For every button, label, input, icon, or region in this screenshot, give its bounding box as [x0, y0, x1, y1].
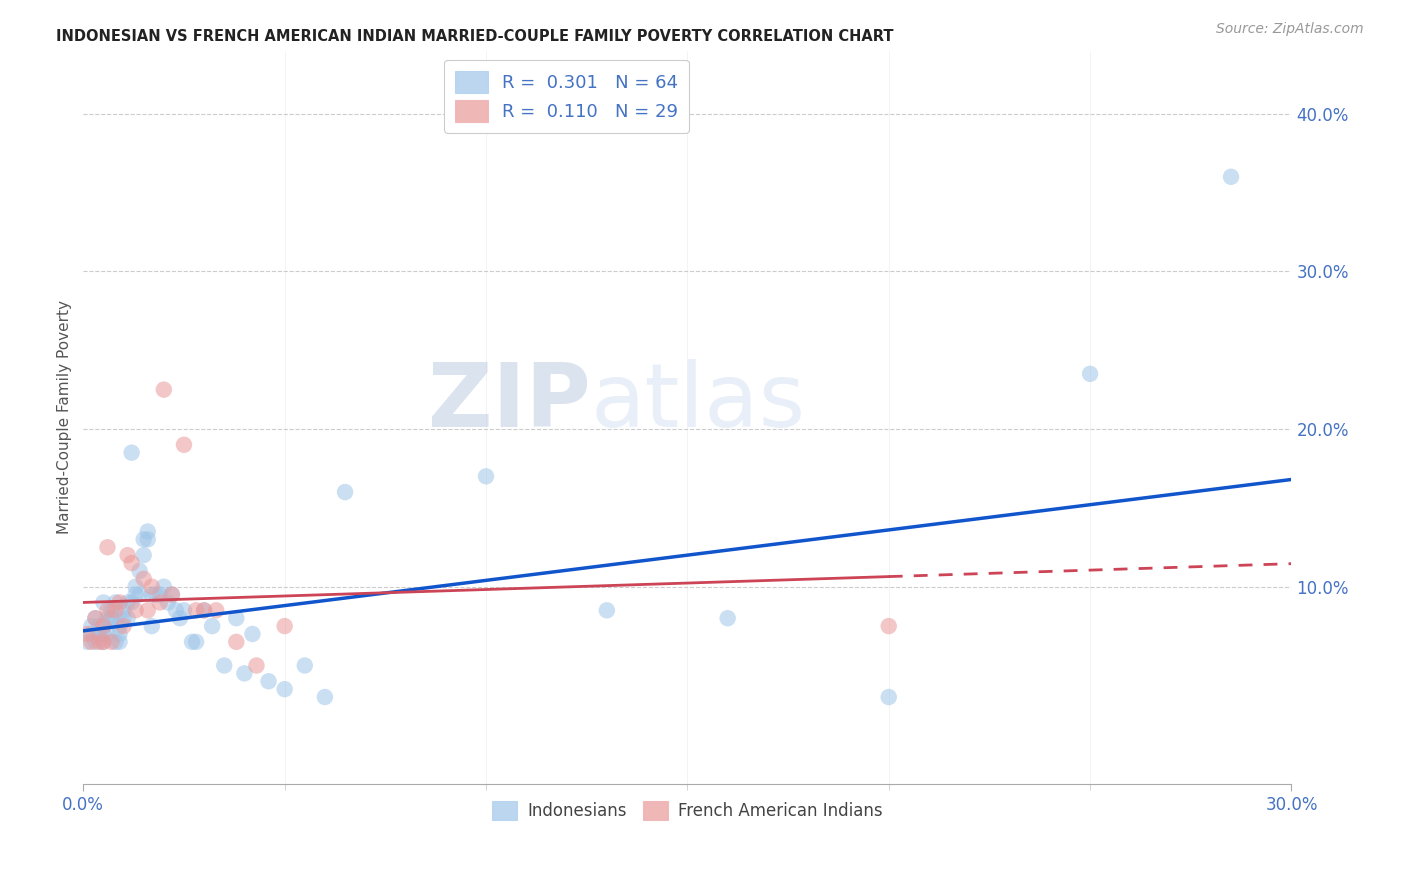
Point — [100, 611, 122, 625]
Point — [128, 588, 150, 602]
Point — [160, 588, 183, 602]
Point — [273, 619, 295, 633]
Point — [596, 603, 619, 617]
Point — [100, 611, 122, 625]
Text: INDONESIAN VS FRENCH AMERICAN INDIAN MARRIED-COUPLE FAMILY POVERTY CORRELATION C: INDONESIAN VS FRENCH AMERICAN INDIAN MAR… — [56, 29, 894, 44]
Point — [124, 580, 146, 594]
Point — [165, 603, 187, 617]
Point — [173, 603, 195, 617]
Point — [184, 635, 207, 649]
Point — [141, 588, 163, 602]
Point — [128, 564, 150, 578]
Point — [84, 611, 107, 625]
Point — [104, 603, 127, 617]
Point — [257, 674, 280, 689]
Text: Source: ZipAtlas.com: Source: ZipAtlas.com — [1216, 22, 1364, 37]
Point — [89, 635, 111, 649]
Point — [160, 588, 183, 602]
Point — [100, 635, 122, 649]
Point — [273, 682, 295, 697]
Point — [245, 658, 267, 673]
Point — [136, 524, 159, 539]
Point — [149, 595, 172, 609]
Point — [104, 595, 127, 609]
Point — [136, 533, 159, 547]
Point — [80, 619, 103, 633]
Point — [132, 533, 155, 547]
Point — [124, 603, 146, 617]
Point — [121, 556, 143, 570]
Point — [108, 627, 131, 641]
Point — [121, 445, 143, 459]
Point — [112, 603, 135, 617]
Point — [1078, 367, 1101, 381]
Point — [100, 603, 122, 617]
Point — [242, 627, 264, 641]
Point — [93, 627, 115, 641]
Point — [333, 485, 356, 500]
Point — [877, 619, 900, 633]
Y-axis label: Married-Couple Family Poverty: Married-Couple Family Poverty — [58, 301, 72, 534]
Point — [475, 469, 498, 483]
Point — [112, 619, 135, 633]
Point — [149, 588, 172, 602]
Point — [877, 690, 900, 704]
Point — [124, 588, 146, 602]
Point — [93, 619, 115, 633]
Point — [76, 635, 98, 649]
Point — [93, 619, 115, 633]
Point — [132, 548, 155, 562]
Point — [84, 611, 107, 625]
Point — [141, 619, 163, 633]
Point — [153, 383, 176, 397]
Point — [145, 588, 167, 602]
Point — [141, 580, 163, 594]
Point — [117, 595, 139, 609]
Point — [184, 603, 207, 617]
Point — [121, 595, 143, 609]
Point — [96, 541, 118, 555]
Point — [117, 548, 139, 562]
Point — [108, 619, 131, 633]
Legend: Indonesians, French American Indians: Indonesians, French American Indians — [485, 794, 890, 827]
Point — [112, 611, 135, 625]
Text: atlas: atlas — [591, 359, 806, 446]
Point — [96, 627, 118, 641]
Point — [89, 619, 111, 633]
Point — [1220, 169, 1243, 184]
Point — [233, 666, 256, 681]
Point — [193, 603, 215, 617]
Point — [181, 635, 204, 649]
Point — [156, 595, 179, 609]
Point — [93, 595, 115, 609]
Point — [153, 580, 176, 594]
Point — [96, 603, 118, 617]
Point — [84, 635, 107, 649]
Point — [93, 635, 115, 649]
Point — [314, 690, 336, 704]
Point — [212, 658, 235, 673]
Point — [205, 603, 228, 617]
Point — [201, 619, 224, 633]
Text: ZIP: ZIP — [427, 359, 591, 446]
Point — [225, 635, 247, 649]
Point — [76, 627, 98, 641]
Point — [136, 603, 159, 617]
Point — [173, 438, 195, 452]
Point — [104, 635, 127, 649]
Point — [80, 627, 103, 641]
Point — [169, 611, 191, 625]
Point — [96, 611, 118, 625]
Point — [89, 627, 111, 641]
Point — [93, 635, 115, 649]
Point — [132, 572, 155, 586]
Point — [193, 603, 215, 617]
Point — [108, 635, 131, 649]
Point — [717, 611, 740, 625]
Point — [294, 658, 316, 673]
Point — [80, 635, 103, 649]
Point — [108, 595, 131, 609]
Point — [117, 611, 139, 625]
Point — [225, 611, 247, 625]
